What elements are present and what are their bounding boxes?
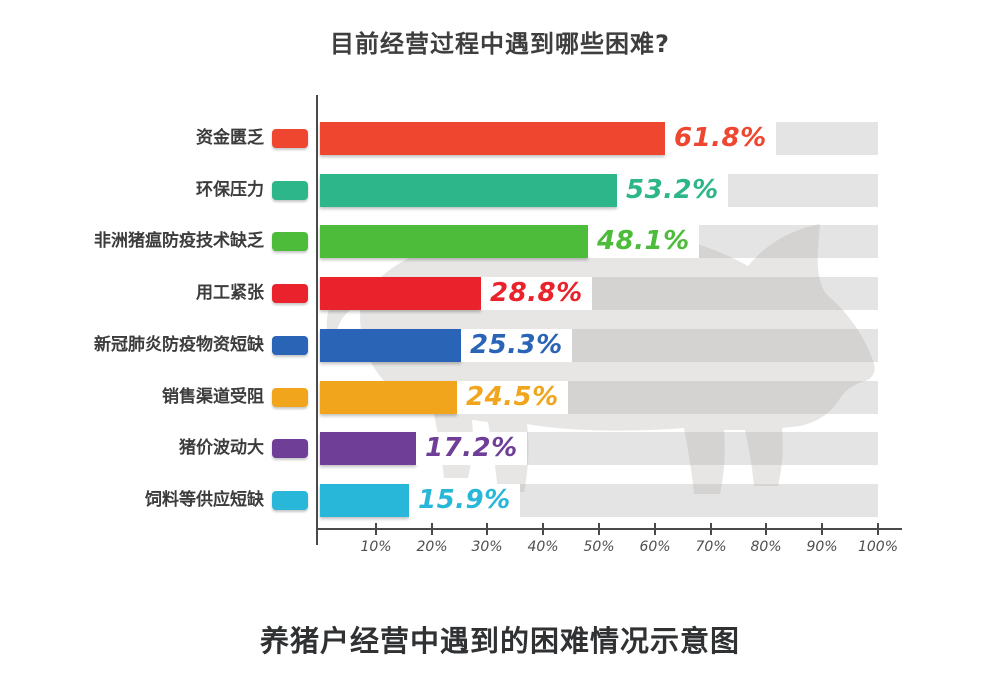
bar (320, 225, 588, 258)
value-label: 17.2% (416, 432, 527, 465)
bar (320, 329, 461, 362)
chart-caption: 养猪户经营中遇到的困难情况示意图 (259, 624, 740, 658)
bar (320, 122, 665, 155)
x-axis-tick (431, 523, 433, 535)
bar-row: 销售渠道受阻 24.5% (0, 381, 1000, 414)
bar (320, 381, 457, 414)
bar-row: 新冠肺炎防疫物资短缺 25.3% (0, 329, 1000, 362)
x-axis-tick-label: 100% (857, 539, 899, 555)
value-label: 25.3% (461, 329, 572, 362)
category-label: 资金匮乏 (196, 128, 264, 148)
bar-row: 饲料等供应短缺 15.9% (0, 484, 1000, 517)
chart-title: 目前经营过程中遇到哪些困难? (330, 30, 670, 58)
value-label: 53.2% (617, 174, 728, 207)
x-axis-tick-label: 80% (750, 539, 782, 555)
bar (320, 174, 617, 207)
x-axis-tick-label: 60% (639, 539, 671, 555)
bar (320, 277, 481, 310)
legend-swatch (272, 491, 308, 510)
category-label: 新冠肺炎防疫物资短缺 (94, 335, 264, 355)
x-axis-tick (486, 523, 488, 535)
category-label: 饲料等供应短缺 (145, 490, 264, 510)
legend-swatch (272, 232, 308, 251)
x-axis-tick (375, 523, 377, 535)
x-axis-tick-label: 10% (360, 539, 392, 555)
x-axis-tick (821, 523, 823, 535)
bar-row: 用工紧张 28.8% (0, 277, 1000, 310)
bar (320, 432, 416, 465)
bar-row: 猪价波动大 17.2% (0, 432, 1000, 465)
x-axis-tick-label: 30% (471, 539, 503, 555)
legend-swatch (272, 129, 308, 148)
value-label: 24.5% (457, 381, 568, 414)
x-axis-tick (654, 523, 656, 535)
y-axis-line (316, 95, 318, 545)
bar-chart-plot-area: 资金匮乏 61.8% 环保压力 53.2% 非洲猪瘟防疫技术缺乏 48.1% 用工紧张 28.… (0, 95, 1000, 555)
category-label: 猪价波动大 (179, 438, 264, 458)
x-axis-tick-label: 90% (806, 539, 838, 555)
x-axis-tick (598, 523, 600, 535)
x-axis-tick (765, 523, 767, 535)
bar-row: 环保压力 53.2% (0, 174, 1000, 207)
x-axis-line (316, 528, 902, 530)
x-axis-tick-label: 70% (695, 539, 727, 555)
x-axis-tick-label: 40% (527, 539, 559, 555)
value-label: 28.8% (481, 277, 592, 310)
category-label: 销售渠道受阻 (162, 387, 264, 407)
value-label: 61.8% (665, 122, 776, 155)
bar (320, 484, 409, 517)
legend-swatch (272, 388, 308, 407)
x-axis-tick (877, 523, 879, 535)
x-axis-tick (710, 523, 712, 535)
value-label: 48.1% (588, 225, 699, 258)
bar-row: 非洲猪瘟防疫技术缺乏 48.1% (0, 225, 1000, 258)
legend-swatch (272, 181, 308, 200)
legend-swatch (272, 439, 308, 458)
category-label: 用工紧张 (196, 283, 264, 303)
x-axis-tick-label: 50% (583, 539, 615, 555)
x-axis-tick (542, 523, 544, 535)
bar-row: 资金匮乏 61.8% (0, 122, 1000, 155)
category-label: 环保压力 (196, 180, 264, 200)
category-label: 非洲猪瘟防疫技术缺乏 (94, 231, 264, 251)
x-axis-tick-label: 20% (416, 539, 448, 555)
value-label: 15.9% (409, 484, 520, 517)
legend-swatch (272, 336, 308, 355)
legend-swatch (272, 284, 308, 303)
